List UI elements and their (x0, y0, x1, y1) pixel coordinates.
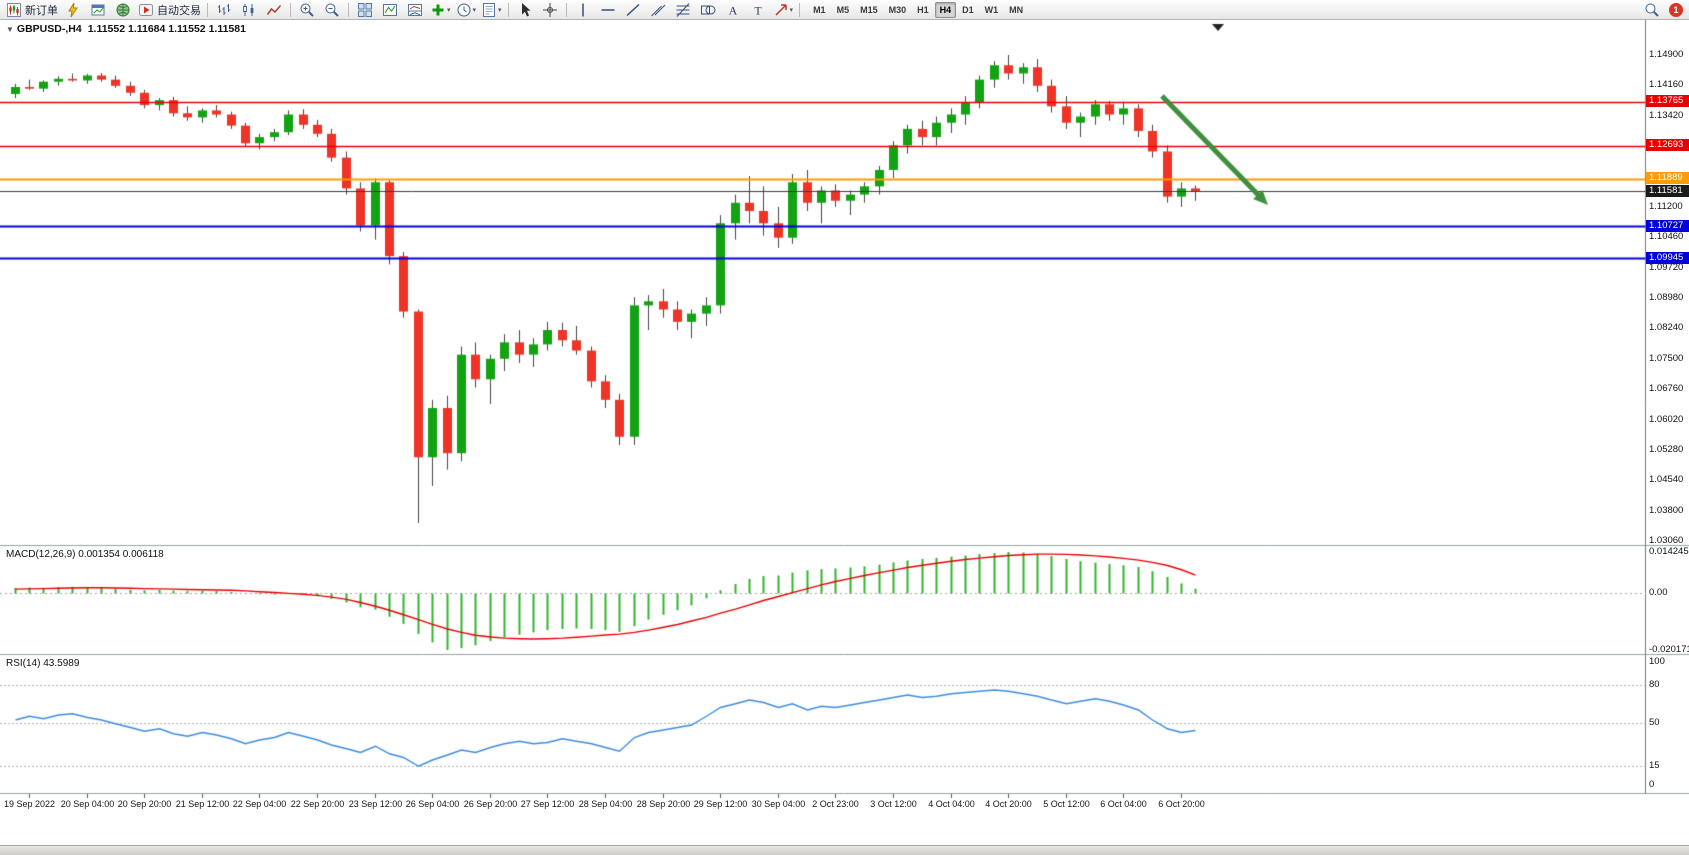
shapes-button[interactable] (696, 1, 720, 19)
collapse-triangle-icon[interactable]: ▼ (6, 25, 14, 34)
timeframe-m30-button[interactable]: M30 (888, 4, 907, 15)
rsi-indicator-label: RSI(14) 43.5989 (6, 658, 80, 669)
toolbar-separator (348, 2, 349, 17)
timeframe-w1-button[interactable]: W1 (984, 4, 999, 15)
search-button[interactable] (1640, 1, 1664, 19)
indicator-windows-icon (408, 3, 422, 16)
clock-icon (457, 3, 471, 16)
candlestick-icon (243, 3, 254, 16)
timeframe-m1-button[interactable]: M1 (813, 4, 826, 15)
templates-dropdown[interactable]: ▾ (479, 1, 504, 19)
fibonacci-icon (676, 2, 690, 17)
toolbar-separator (290, 2, 291, 17)
fibonacci-button[interactable] (671, 1, 695, 19)
window-bottom-edge (0, 845, 1689, 855)
toolbar-right-cluster: 1 (1640, 1, 1685, 19)
template-icon (483, 2, 496, 17)
timeframe-m15-button[interactable]: M15 (860, 4, 878, 15)
arrows-button[interactable]: ▾ (771, 1, 796, 19)
add-indicator-dropdown[interactable]: ▾ (428, 1, 453, 19)
toolbar-separator (207, 2, 208, 17)
symbol-period-label: GBPUSD-,H4 (16, 23, 82, 35)
chevron-down-icon: ▾ (498, 6, 502, 14)
candlestick-type-button[interactable] (237, 1, 261, 19)
svg-text:T: T (754, 3, 762, 17)
indicator-windows-button[interactable] (403, 1, 427, 19)
cursor-button[interactable] (513, 1, 537, 19)
channel-button[interactable] (646, 1, 670, 19)
channel-icon (650, 4, 665, 16)
timeframe-d1-button[interactable]: D1 (962, 4, 974, 15)
globe-icon (116, 3, 130, 16)
zoom-out-icon (325, 3, 339, 17)
svg-text:A: A (728, 3, 737, 17)
chevron-down-icon: ▾ (472, 6, 477, 14)
line-chart-type-button[interactable] (262, 1, 286, 19)
lightning-icon (68, 2, 78, 17)
chart-title: ▼ GBPUSD-,H4 1.11552 1.11684 1.11552 1.115… (6, 23, 246, 35)
indicators-button[interactable] (378, 1, 402, 19)
main-toolbar: 新订单 自动交易 ▾ ▾ (0, 0, 1689, 20)
text-button[interactable]: A (721, 1, 745, 19)
text-a-icon: A (728, 3, 737, 17)
tile-windows-button[interactable] (353, 1, 377, 19)
trendline-button[interactable] (621, 1, 645, 19)
chevron-down-icon: ▾ (789, 6, 794, 14)
toolbar-separator (507, 2, 509, 17)
shapes-icon (700, 5, 716, 14)
arrow-object-icon (775, 3, 787, 16)
crosshair-icon (542, 2, 557, 17)
zoom-out-button[interactable] (320, 1, 344, 19)
ohlc-values: 1.11552 1.11684 1.11552 1.11581 (87, 23, 246, 35)
zoom-in-button[interactable] (295, 1, 319, 19)
line-chart-icon (266, 4, 282, 15)
trendline-icon (626, 3, 640, 16)
label-t-icon: T (754, 3, 762, 17)
chart-window-button[interactable] (86, 1, 110, 19)
cursor-icon (521, 2, 531, 16)
horizontal-line-icon (601, 8, 615, 11)
toolbar-separator (799, 2, 801, 17)
notification-badge[interactable]: 1 (1669, 2, 1683, 17)
green-plus-icon (432, 4, 444, 15)
periods-dropdown[interactable]: ▾ (454, 1, 479, 19)
horizontal-line-button[interactable] (596, 1, 620, 19)
macd-indicator-label: MACD(12,26,9) 0.001354 0.006118 (6, 549, 164, 560)
search-icon (1645, 3, 1659, 17)
autotrading-play-icon (139, 3, 153, 16)
autotrading-label: 自动交易 (157, 4, 201, 17)
vertical-line-button[interactable] (571, 1, 595, 19)
timeframe-mn-button[interactable]: MN (1009, 4, 1024, 15)
quotes-button[interactable] (61, 1, 85, 19)
timeframe-h4-button[interactable]: H4 (934, 1, 957, 18)
vertical-line-icon (581, 3, 584, 16)
autotrading-button[interactable]: 自动交易 (136, 1, 203, 19)
new-order-label: 新订单 (25, 4, 58, 17)
chart-window-icon (91, 4, 105, 15)
crosshair-button[interactable] (538, 1, 562, 19)
tile-windows-icon (358, 2, 372, 17)
candlestick-plus-icon (7, 2, 21, 17)
timeframe-group: M1 M5 M15 M30 H1 H4 D1 W1 MN (808, 1, 1028, 18)
indicators-icon (383, 3, 397, 16)
label-button[interactable]: T (746, 1, 770, 19)
bar-chart-icon (217, 3, 231, 15)
toolbar-separator (565, 2, 567, 17)
navigator-button[interactable] (111, 1, 135, 19)
timeframe-h1-button[interactable]: H1 (917, 4, 929, 15)
new-order-button[interactable]: 新订单 (4, 1, 60, 19)
zoom-in-icon (300, 3, 314, 17)
bar-chart-type-button[interactable] (212, 1, 236, 19)
chevron-down-icon: ▾ (447, 6, 451, 14)
timeframe-m5-button[interactable]: M5 (836, 4, 850, 15)
